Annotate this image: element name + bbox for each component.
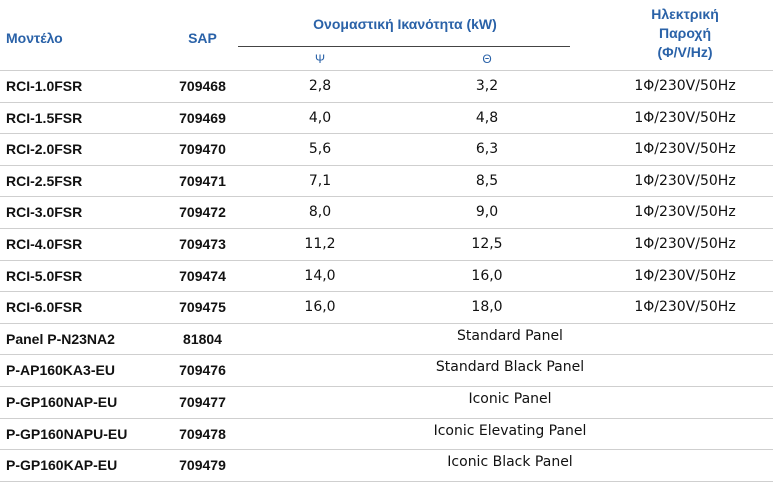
- row-sap: 709469: [179, 109, 226, 126]
- row-sap: 709471: [179, 172, 226, 189]
- header-power-line2: Παροχή: [658, 25, 712, 41]
- header-model: Μοντέλο: [6, 30, 63, 46]
- row-heat-capacity: 6,3: [475, 141, 499, 158]
- row-power-supply: 1Φ/230V/50Hz: [634, 299, 736, 316]
- row-model: RCI-2.5FSR: [6, 172, 83, 189]
- panel-model: P-GP160KAP-EU: [6, 457, 118, 474]
- row-heat-capacity: 4,8: [475, 109, 499, 126]
- row-heat-capacity: 9,0: [475, 204, 499, 221]
- panel-description: Standard Panel: [457, 327, 563, 344]
- row-divider: [0, 196, 773, 198]
- row-cool-capacity: 14,0: [304, 267, 336, 284]
- row-divider: [0, 133, 773, 135]
- row-cool-capacity: 16,0: [304, 299, 336, 316]
- row-model: RCI-3.0FSR: [6, 204, 83, 221]
- row-divider: [0, 417, 773, 419]
- row-divider: [0, 386, 773, 387]
- panel-sap: 709477: [179, 394, 226, 410]
- row-model: RCI-6.0FSR: [6, 299, 83, 316]
- row-cool-capacity: 7,1: [308, 172, 332, 189]
- header-power-line3: (Φ/V/Hz): [657, 44, 713, 60]
- panel-sap: 709478: [179, 425, 226, 442]
- row-power-supply: 1Φ/230V/50Hz: [634, 141, 736, 158]
- row-power-supply: 1Φ/230V/50Hz: [634, 236, 736, 252]
- row-divider: [0, 449, 773, 451]
- row-divider: [0, 322, 773, 324]
- panel-description: Standard Black Panel: [435, 359, 585, 376]
- row-heat-capacity: 3,2: [475, 78, 499, 94]
- row-heat-capacity: 16,0: [471, 267, 503, 284]
- row-sap: 709474: [179, 267, 226, 284]
- panel-sap: 81804: [183, 330, 222, 347]
- row-power-supply: 1Φ/230V/50Hz: [634, 109, 736, 126]
- row-sap: 709472: [179, 204, 226, 221]
- row-divider: [0, 228, 773, 229]
- row-divider: [0, 354, 773, 356]
- panel-model: P-GP160NAP-EU: [6, 394, 118, 410]
- row-sap: 709468: [179, 78, 226, 94]
- row-power-supply: 1Φ/230V/50Hz: [634, 172, 736, 189]
- row-power-supply: 1Φ/230V/50Hz: [634, 204, 736, 221]
- header-power-line1: Ηλεκτρική: [651, 6, 719, 22]
- panel-sap: 709476: [179, 362, 226, 379]
- row-sap: 709475: [179, 299, 226, 316]
- panel-model: Panel P-N23NA2: [6, 330, 115, 347]
- row-model: RCI-4.0FSR: [6, 236, 83, 252]
- row-divider: [0, 291, 773, 293]
- header-heat: Θ: [482, 52, 492, 66]
- row-cool-capacity: 11,2: [304, 236, 336, 252]
- panel-description: Iconic Elevating Panel: [433, 422, 587, 439]
- row-divider: [0, 259, 773, 261]
- row-divider: [0, 70, 773, 71]
- row-model: RCI-5.0FSR: [6, 267, 83, 284]
- header-capacity: Ονομαστική Ικανότητα (kW): [313, 16, 497, 32]
- row-cool-capacity: 4,0: [308, 109, 332, 126]
- row-power-supply: 1Φ/230V/50Hz: [634, 78, 736, 94]
- header-sap: SAP: [188, 30, 217, 46]
- panel-description: Iconic Panel: [468, 391, 552, 407]
- row-divider: [0, 164, 773, 166]
- panel-description: Iconic Black Panel: [447, 454, 573, 471]
- header-cool: Ψ: [314, 52, 326, 66]
- panel-sap: 709479: [179, 457, 226, 474]
- row-heat-capacity: 8,5: [475, 172, 499, 189]
- row-divider: [0, 101, 773, 103]
- row-model: RCI-1.5FSR: [6, 109, 83, 126]
- row-cool-capacity: 5,6: [308, 141, 332, 158]
- row-power-supply: 1Φ/230V/50Hz: [634, 267, 736, 284]
- row-heat-capacity: 12,5: [471, 236, 503, 252]
- row-sap: 709473: [179, 236, 226, 252]
- row-heat-capacity: 18,0: [471, 299, 503, 316]
- row-cool-capacity: 2,8: [308, 78, 332, 94]
- row-cool-capacity: 8,0: [308, 204, 332, 221]
- capacity-underline: [238, 46, 570, 47]
- row-model: RCI-1.0FSR: [6, 78, 83, 94]
- row-model: RCI-2.0FSR: [6, 141, 83, 158]
- row-sap: 709470: [179, 141, 226, 158]
- panel-model: P-AP160KA3-EU: [6, 362, 115, 379]
- panel-model: P-GP160NAPU-EU: [6, 425, 128, 442]
